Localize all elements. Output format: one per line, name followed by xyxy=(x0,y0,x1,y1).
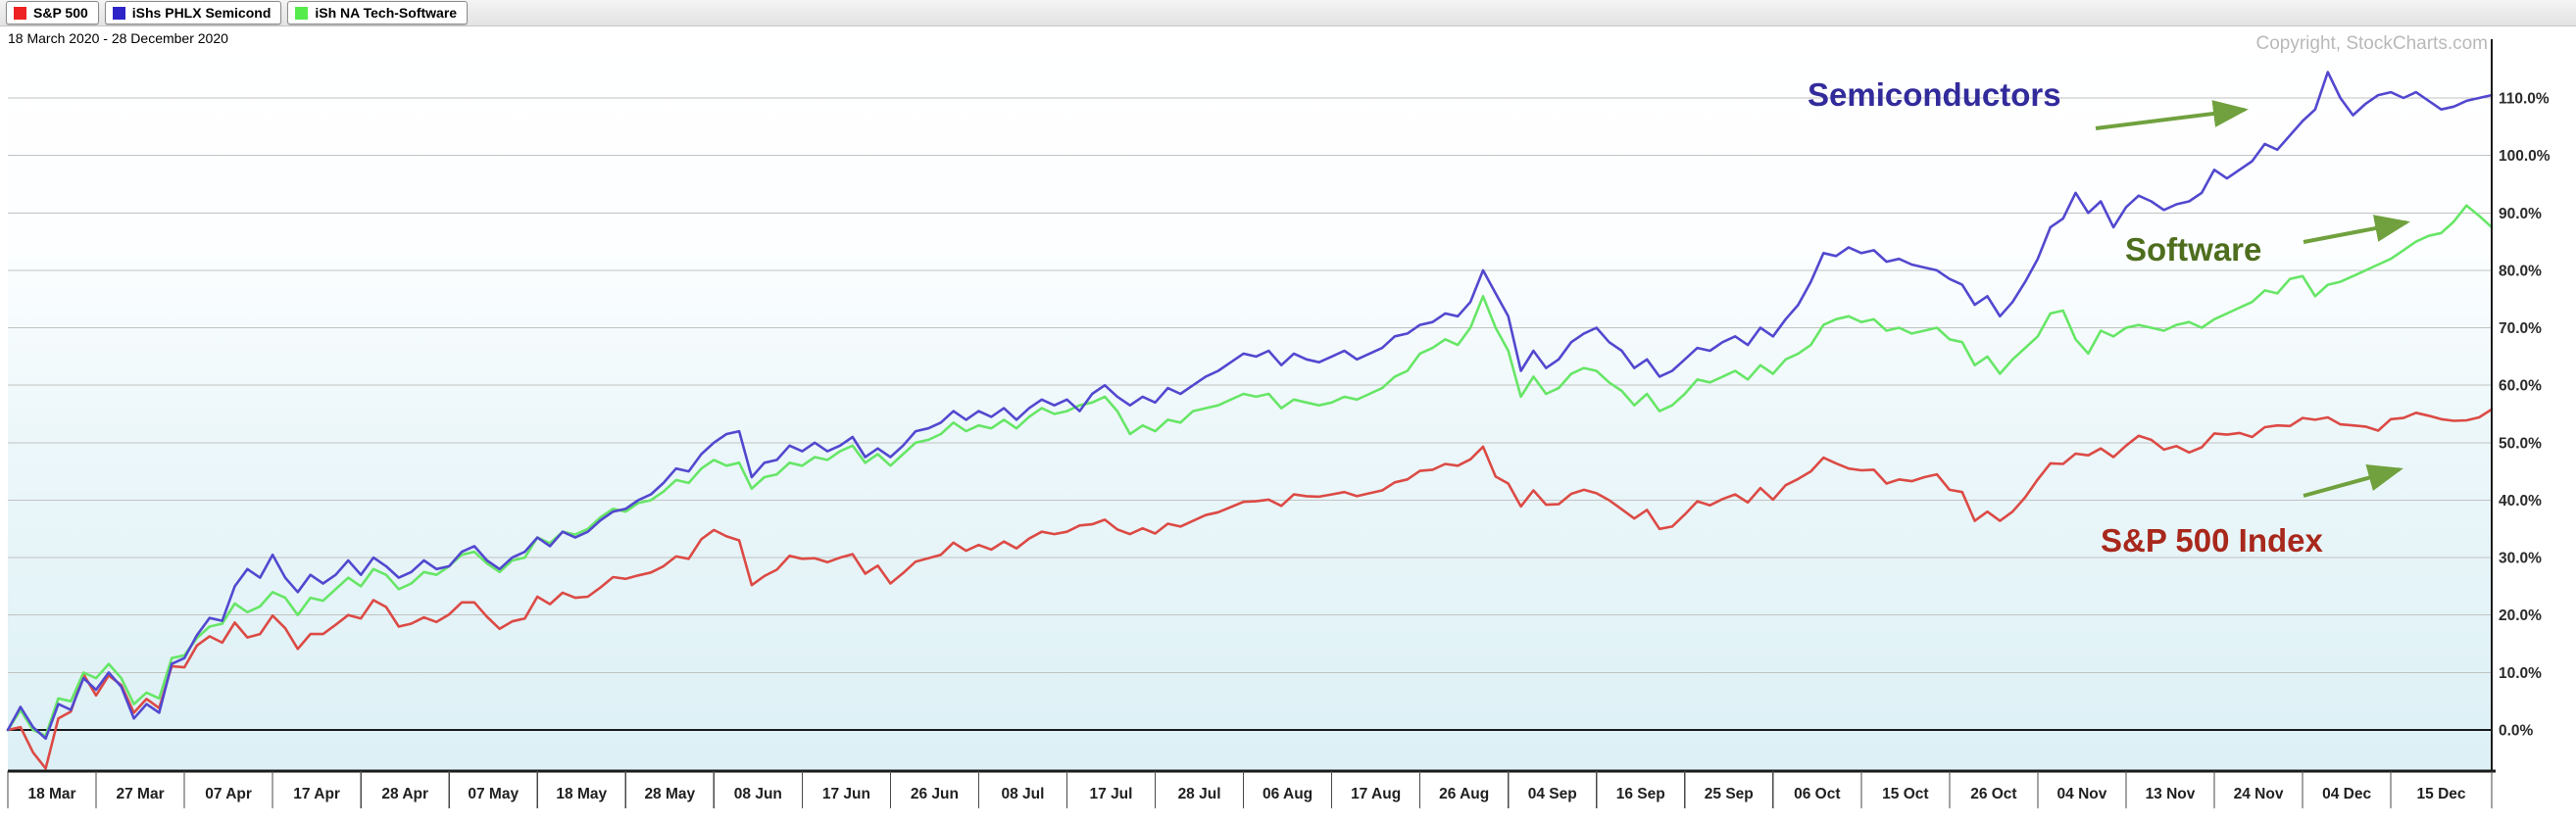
y-tick-label: 60.0% xyxy=(2499,378,2542,395)
y-tick-label: 80.0% xyxy=(2499,263,2542,279)
x-tick-label: 04 Dec xyxy=(2322,786,2371,802)
series-line-s-p-500 xyxy=(6,408,2494,770)
legend-label: iShs PHLX Semicond xyxy=(131,5,272,21)
x-tick-label: 06 Aug xyxy=(1263,786,1313,802)
software-color-swatch xyxy=(295,6,309,20)
x-tick-label: 08 Jun xyxy=(734,786,782,802)
x-tick-label: 17 Jul xyxy=(1090,786,1133,802)
x-tick-label: 07 Apr xyxy=(205,786,252,802)
y-tick-label: 10.0% xyxy=(2499,665,2542,682)
x-tick-label: 16 Sep xyxy=(1616,786,1665,802)
y-tick-label: 30.0% xyxy=(2499,551,2542,567)
annotation-software: Software xyxy=(2125,231,2262,267)
y-tick-label: 40.0% xyxy=(2499,493,2542,510)
sp500-color-swatch xyxy=(14,6,26,20)
x-tick-label: 13 Nov xyxy=(2146,786,2196,802)
annotation-sp500-index: S&P 500 Index xyxy=(2101,522,2323,558)
y-tick-label: 50.0% xyxy=(2499,435,2542,452)
x-tick-label: 17 Apr xyxy=(293,786,340,802)
legend-button-semiconductor[interactable]: iShs PHLX Semicond xyxy=(104,1,282,24)
series-line-ishs-phlx-semicond xyxy=(6,71,2494,741)
x-tick-label: 07 May xyxy=(468,786,519,802)
y-tick-label: 100.0% xyxy=(2499,148,2551,165)
x-tick-label: 15 Oct xyxy=(1882,786,1928,802)
x-tick-label: 18 May xyxy=(556,786,607,802)
x-tick-label: 15 Dec xyxy=(2417,786,2466,802)
x-tick-label: 26 Oct xyxy=(1970,786,2016,802)
x-tick-label: 25 Sep xyxy=(1705,786,1754,802)
x-tick-label: 28 Apr xyxy=(381,786,428,802)
legend-button-sp500[interactable]: S&P 500 xyxy=(6,1,99,24)
y-tick-label: 0.0% xyxy=(2499,723,2534,740)
x-tick-label: 06 Oct xyxy=(1794,786,1840,802)
legend-label: S&P 500 xyxy=(33,5,88,21)
annotation-arrow xyxy=(2303,215,2410,244)
annotation-arrow xyxy=(2303,464,2403,498)
chart-date-range: 18 March 2020 - 28 December 2020 xyxy=(8,30,228,46)
annotation-arrow xyxy=(2095,100,2249,130)
x-tick-label: 28 May xyxy=(644,786,695,802)
x-tick-label: 17 Aug xyxy=(1351,786,1401,802)
annotation-semiconductors: Semiconductors xyxy=(1808,76,2061,113)
legend-bar: S&P 500 iShs PHLX Semicond iSh NA Tech-S… xyxy=(0,0,2576,26)
legend-button-software[interactable]: iSh NA Tech-Software xyxy=(287,1,469,24)
y-tick-label: 110.0% xyxy=(2499,91,2550,108)
x-tick-label: 27 Mar xyxy=(116,786,164,802)
x-tick-label: 24 Nov xyxy=(2234,786,2284,802)
y-tick-label: 90.0% xyxy=(2499,206,2542,222)
series-line-ish-na-tech-software xyxy=(6,204,2494,738)
x-tick-label: 18 Mar xyxy=(27,786,75,802)
x-tick-label: 04 Sep xyxy=(1528,786,1577,802)
x-tick-label: 26 Jun xyxy=(911,786,959,802)
legend-label: iSh NA Tech-Software xyxy=(315,5,458,21)
y-tick-label: 20.0% xyxy=(2499,607,2542,624)
y-tick-label: 70.0% xyxy=(2499,320,2542,337)
x-tick-label: 08 Jul xyxy=(1001,786,1044,802)
copyright-text: Copyright, StockCharts.com xyxy=(2255,33,2488,54)
x-tick-label: 28 Jul xyxy=(1178,786,1221,802)
x-tick-label: 26 Aug xyxy=(1439,786,1489,802)
semiconductor-color-swatch xyxy=(112,6,125,20)
x-tick-label: 17 Jun xyxy=(822,786,870,802)
x-tick-label: 04 Nov xyxy=(2057,786,2107,802)
